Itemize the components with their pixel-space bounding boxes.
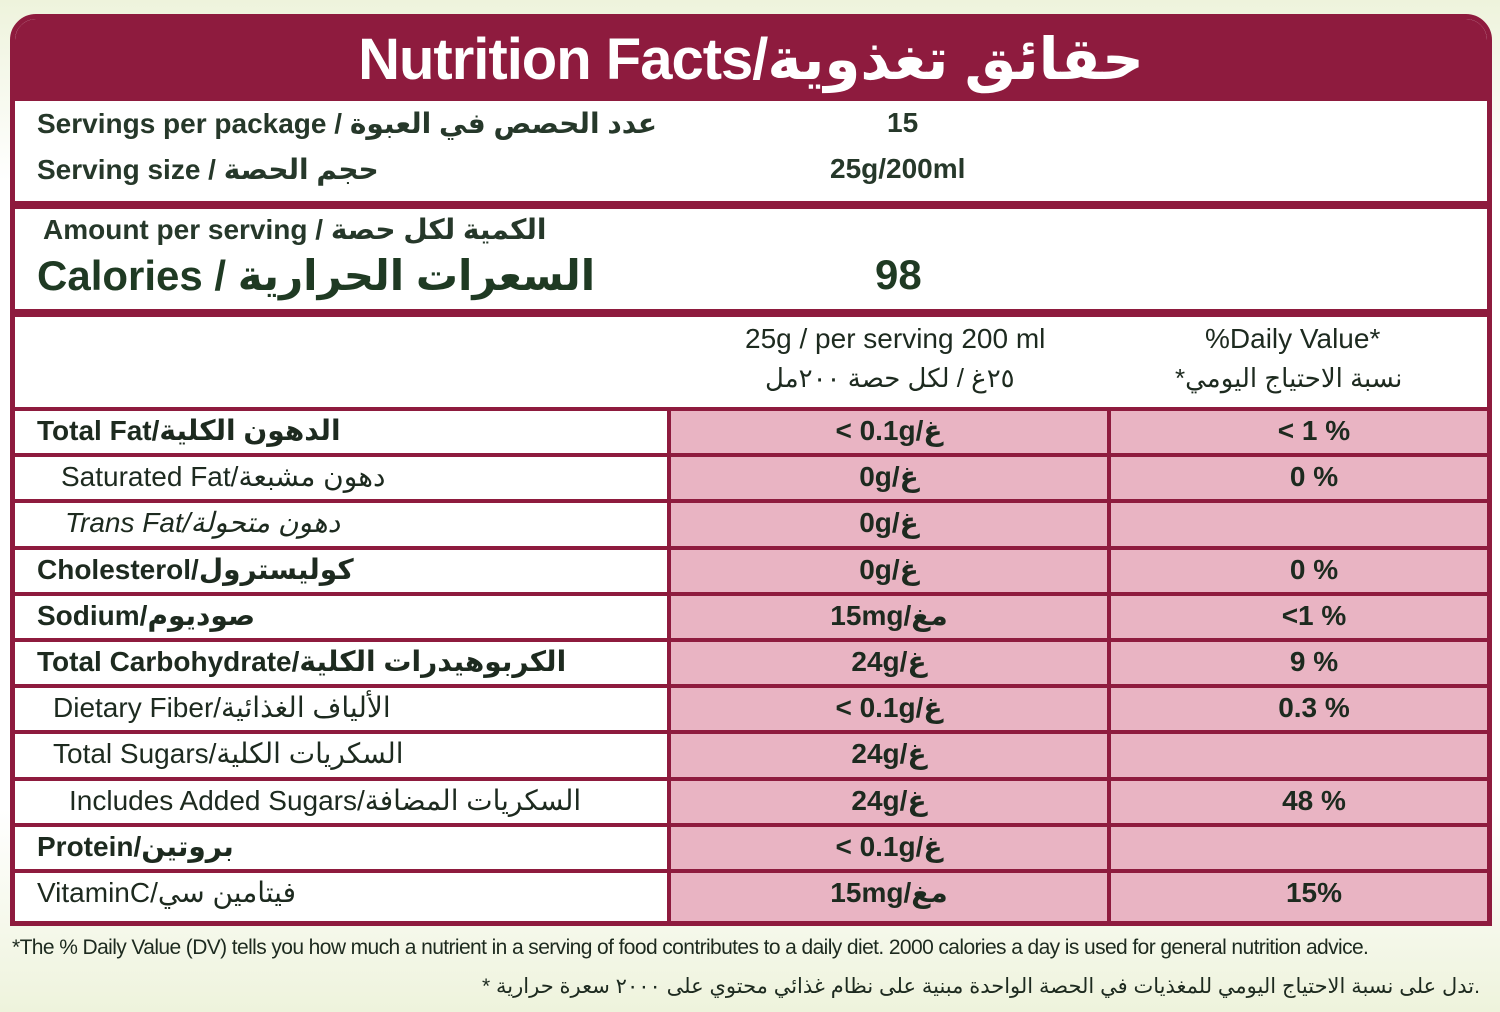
amount-header-ar: ٢٥غ / لكل حصة ٢٠٠مل	[765, 363, 1015, 393]
separator	[15, 201, 1487, 209]
nutrient-name: Dietary Fiber/الألياف الغذائية	[15, 688, 667, 735]
amount: < 0.1g/غ	[667, 411, 1107, 458]
calories-value: 98	[875, 251, 922, 298]
amount: 15mg/مغ	[667, 873, 1107, 921]
nutrient-name: Total Carbohydrate/الكربوهيدرات الكلية	[15, 642, 667, 689]
calories-label: Calories / السعرات الحرارية	[37, 252, 596, 299]
serving-size-value: 25g/200ml	[830, 153, 966, 184]
nutrient-row: Total Sugars/السكريات الكلية 24g/غ	[15, 730, 1487, 781]
nutrient-row: Sodium/صوديوم 15mg/مغ <1 %	[15, 591, 1487, 642]
daily-value: < 1 %	[1107, 411, 1487, 458]
label-box: Nutrition Facts/حقائق تغذوية Servings pe…	[10, 14, 1492, 926]
nutrient-row: Includes Added Sugars/السكريات المضافة 24…	[15, 776, 1487, 827]
nutrient-name: Includes Added Sugars/السكريات المضافة	[15, 780, 667, 827]
daily-value	[1107, 826, 1487, 873]
daily-value: 15%	[1107, 873, 1487, 921]
dv-header: %Daily Value*	[1205, 323, 1381, 354]
daily-value: 0 %	[1107, 549, 1487, 596]
amount: 24g/غ	[667, 642, 1107, 689]
nutrient-row: Dietary Fiber/الألياف الغذائية < 0.1g/غ 0.…	[15, 684, 1487, 735]
daily-value: <1 %	[1107, 595, 1487, 642]
daily-value	[1107, 734, 1487, 781]
amount: 0g/غ	[667, 549, 1107, 596]
amount-label: Amount per serving / الكمية لكل حصة	[43, 214, 547, 245]
footnote: *The % Daily Value (DV) tells you how mu…	[12, 936, 1369, 959]
amount-header: 25g / per serving 200 ml	[745, 323, 1046, 354]
nutrient-name: Trans Fat/دهون متحولة	[15, 503, 667, 550]
nutrient-row: Saturated Fat/دهون مشبعة 0g/غ 0 %	[15, 453, 1487, 504]
amount: 15mg/مغ	[667, 595, 1107, 642]
amount: < 0.1g/غ	[667, 826, 1107, 873]
nutrient-name: Sodium/صوديوم	[15, 595, 667, 642]
servings-label: Servings per package / عدد الحصص في العب…	[37, 108, 657, 139]
nutrient-name: Saturated Fat/دهون مشبعة	[15, 457, 667, 504]
nutrient-name: Protein/بروتين	[15, 826, 667, 873]
nutrient-name: Total Fat/الدهون الكلية	[15, 411, 667, 458]
footnote-ar: * تدل على نسبة الاحتياج اليومي للمغذيات …	[482, 975, 1480, 998]
daily-value: 0.3 %	[1107, 688, 1487, 735]
servings-value: 15	[887, 107, 919, 138]
nutrient-row: Total Fat/الدهون الكلية < 0.1g/غ < 1 %	[15, 407, 1487, 458]
nutrient-row: Cholesterol/كوليسترول 0g/غ 0 %	[15, 545, 1487, 596]
nutrient-row: Protein/بروتين < 0.1g/غ	[15, 822, 1487, 873]
serving-size-label: Serving size / حجم الحصة	[37, 154, 379, 185]
daily-value: 48 %	[1107, 780, 1487, 827]
title: Nutrition Facts/حقائق تغذوية	[15, 19, 1487, 101]
nutrient-name: Total Sugars/السكريات الكلية	[15, 734, 667, 781]
separator	[15, 309, 1487, 317]
amount: 24g/غ	[667, 780, 1107, 827]
daily-value: 9 %	[1107, 642, 1487, 689]
nutrient-name: Cholesterol/كوليسترول	[15, 549, 667, 596]
daily-value: 0 %	[1107, 457, 1487, 504]
nutrient-name: VitaminC/فيتامين سي	[15, 873, 667, 921]
nutrient-row: VitaminC/فيتامين سي 15mg/مغ 15%	[15, 869, 1487, 921]
dv-header-ar: *نسبة الاحتياج اليومي	[1175, 363, 1403, 393]
amount: 0g/غ	[667, 457, 1107, 504]
nutrient-row: Trans Fat/دهون متحولة 0g/غ	[15, 499, 1487, 550]
amount: 24g/غ	[667, 734, 1107, 781]
daily-value	[1107, 503, 1487, 550]
nutrient-row: Total Carbohydrate/الكربوهيدرات الكلية 24…	[15, 638, 1487, 689]
amount: 0g/غ	[667, 503, 1107, 550]
amount: < 0.1g/غ	[667, 688, 1107, 735]
